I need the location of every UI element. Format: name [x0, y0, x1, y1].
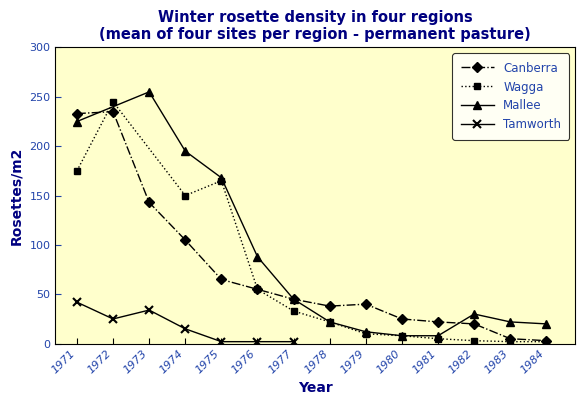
Wagga	[543, 339, 550, 344]
X-axis label: Year: Year	[298, 381, 333, 395]
Wagga	[471, 338, 478, 343]
Tamworth	[218, 339, 225, 344]
Mallee	[543, 322, 550, 326]
Mallee	[398, 333, 405, 338]
Y-axis label: Rosettes/m2: Rosettes/m2	[10, 146, 24, 245]
Mallee	[254, 254, 261, 259]
Line: Canberra: Canberra	[74, 108, 550, 344]
Canberra	[182, 238, 189, 243]
Canberra	[398, 317, 405, 322]
Mallee	[326, 320, 333, 324]
Mallee	[290, 297, 297, 302]
Line: Mallee: Mallee	[73, 88, 550, 340]
Line: Tamworth: Tamworth	[73, 298, 298, 346]
Line: Wagga: Wagga	[74, 98, 550, 345]
Wagga	[398, 333, 405, 338]
Canberra	[435, 320, 442, 324]
Wagga	[182, 193, 189, 198]
Mallee	[507, 320, 514, 324]
Tamworth	[254, 339, 261, 344]
Canberra	[362, 302, 369, 307]
Wagga	[218, 178, 225, 183]
Mallee	[146, 90, 153, 94]
Tamworth	[290, 339, 297, 344]
Mallee	[362, 329, 369, 334]
Wagga	[362, 331, 369, 336]
Wagga	[254, 287, 261, 292]
Wagga	[74, 168, 81, 173]
Mallee	[182, 149, 189, 153]
Wagga	[326, 320, 333, 324]
Wagga	[109, 99, 116, 104]
Canberra	[290, 297, 297, 302]
Canberra	[507, 336, 514, 341]
Canberra	[326, 304, 333, 309]
Canberra	[254, 287, 261, 292]
Canberra	[218, 277, 225, 282]
Mallee	[218, 175, 225, 180]
Legend: Canberra, Wagga, Mallee, Tamworth: Canberra, Wagga, Mallee, Tamworth	[452, 53, 569, 140]
Canberra	[109, 109, 116, 114]
Canberra	[146, 200, 153, 205]
Tamworth	[74, 300, 81, 305]
Mallee	[74, 119, 81, 124]
Tamworth	[146, 308, 153, 313]
Title: Winter rosette density in four regions
(mean of four sites per region - permanen: Winter rosette density in four regions (…	[99, 10, 531, 42]
Canberra	[74, 111, 81, 116]
Tamworth	[109, 317, 116, 322]
Mallee	[435, 333, 442, 338]
Tamworth	[182, 326, 189, 331]
Canberra	[543, 338, 550, 343]
Wagga	[507, 339, 514, 344]
Canberra	[471, 322, 478, 326]
Wagga	[435, 336, 442, 341]
Wagga	[290, 309, 297, 313]
Mallee	[471, 311, 478, 316]
